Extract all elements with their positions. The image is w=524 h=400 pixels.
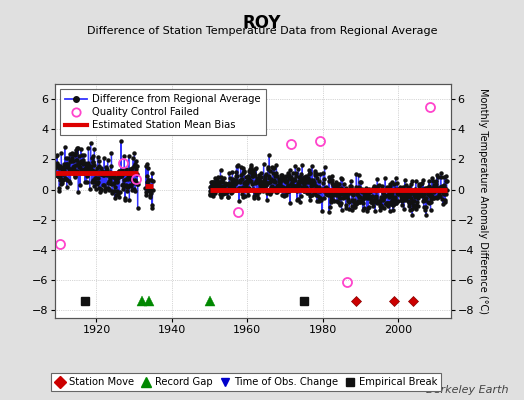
Text: Berkeley Earth: Berkeley Earth (426, 385, 508, 395)
Legend: Difference from Regional Average, Quality Control Failed, Estimated Station Mean: Difference from Regional Average, Qualit… (60, 89, 266, 135)
Legend: Station Move, Record Gap, Time of Obs. Change, Empirical Break: Station Move, Record Gap, Time of Obs. C… (51, 373, 441, 391)
Y-axis label: Monthly Temperature Anomaly Difference (°C): Monthly Temperature Anomaly Difference (… (478, 88, 488, 314)
Text: ROY: ROY (243, 14, 281, 32)
Text: Difference of Station Temperature Data from Regional Average: Difference of Station Temperature Data f… (87, 26, 437, 36)
